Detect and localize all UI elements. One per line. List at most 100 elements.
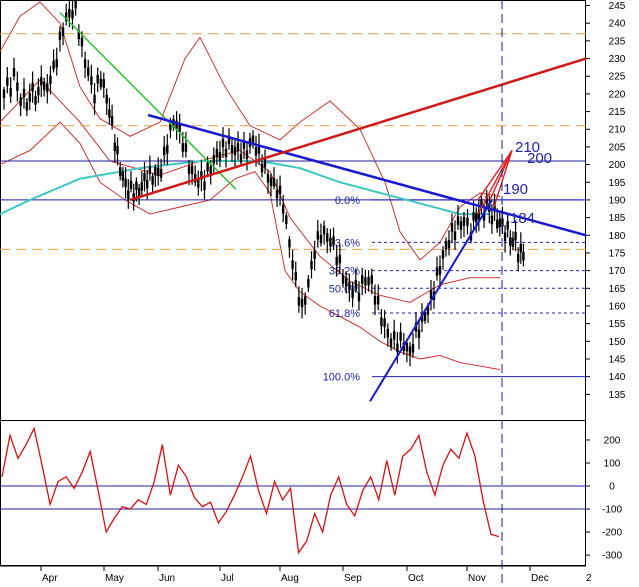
moving-average-line (0, 160, 490, 216)
price-bar (9, 87, 12, 97)
price-bar (68, 8, 71, 18)
osc-tick-label: 200 (604, 435, 621, 446)
price-bar (474, 213, 478, 223)
price-bar (146, 180, 149, 189)
price-bar (377, 295, 380, 305)
price-tick-label: 135 (609, 390, 626, 401)
price-bar (25, 102, 29, 111)
price-bar (462, 217, 466, 226)
price-bar (272, 177, 276, 187)
price-bar (206, 162, 209, 172)
price-tick-label: 150 (609, 337, 626, 348)
price-bar (466, 217, 469, 227)
price-bar (77, 30, 80, 40)
month-tick-label: Jun (159, 573, 175, 584)
target-label: 190 (503, 181, 528, 198)
price-bar (472, 212, 475, 221)
price-bar (2, 89, 6, 99)
price-tick-label: 245 (609, 1, 626, 12)
price-bar (37, 86, 40, 96)
price-bar (175, 120, 178, 130)
downtrend-line-blue (147, 113, 587, 237)
price-bar (459, 221, 463, 230)
price-bar (345, 277, 348, 287)
price-bar (140, 182, 143, 191)
price-bar (307, 278, 310, 288)
price-bar (31, 82, 34, 92)
osc-tick-label: -100 (602, 505, 622, 516)
price-tick-label: 180 (609, 231, 626, 242)
price-tick-label: 155 (609, 319, 626, 330)
price-bar (278, 185, 282, 195)
price-bar (12, 68, 16, 77)
projection-ray (477, 150, 513, 201)
price-bar (354, 280, 357, 289)
price-bar (503, 232, 507, 241)
price-bar (329, 237, 332, 247)
price-tick-label: 220 (609, 89, 626, 100)
price-bar (163, 146, 166, 156)
price-bar (187, 165, 191, 174)
price-bar (490, 215, 494, 225)
fib-label: 0.0% (335, 195, 360, 207)
price-bar (28, 93, 31, 102)
osc-tick-label: 0 (609, 482, 615, 493)
moving-average (0, 160, 490, 216)
price-bar (408, 346, 412, 355)
price-bar (251, 135, 255, 145)
osc-tick-label: -300 (602, 551, 622, 562)
price-bar (184, 143, 188, 152)
price-bar (65, 12, 68, 21)
price-bars (2, 0, 525, 367)
price-bar (151, 176, 154, 185)
price-bar (435, 267, 439, 276)
price-bar (181, 143, 184, 152)
price-bar (74, 0, 77, 9)
price-tick-label: 185 (609, 213, 626, 224)
price-tick-label: 235 (609, 36, 626, 47)
price-bar (52, 60, 55, 70)
price-bar (511, 238, 515, 247)
price-bar (319, 234, 323, 244)
price-bar (257, 145, 261, 154)
price-bar (99, 78, 103, 88)
price-bar (269, 177, 273, 187)
price-bar (105, 94, 108, 104)
price-bar (129, 180, 133, 190)
price-bar (209, 166, 212, 175)
price-bar (310, 260, 313, 270)
month-tick-label: Dec (531, 573, 549, 584)
month-tick-label: May (105, 573, 124, 584)
price-bar (242, 140, 246, 149)
price-bar (326, 233, 329, 242)
price-bar (304, 296, 307, 305)
target-label: 184 (510, 210, 535, 227)
price-bar (341, 275, 345, 284)
price-bar (501, 218, 504, 227)
price-tick-label: 205 (609, 142, 626, 153)
trend-lines (59, 12, 587, 402)
price-bar (16, 82, 19, 91)
price-bar (423, 312, 427, 321)
price-bar (519, 243, 523, 253)
price-bar (194, 174, 197, 183)
bollinger-band-line (0, 1, 501, 261)
price-tick-label: 190 (609, 195, 626, 206)
price-bar (338, 254, 342, 264)
price-bar (322, 225, 326, 235)
price-bar (332, 236, 335, 245)
month-tick-label: Aug (281, 573, 299, 584)
price-bar (135, 181, 138, 191)
price-bar (166, 145, 169, 154)
price-bar (453, 231, 457, 240)
price-bar (93, 94, 96, 104)
price-tick-label: 165 (609, 284, 626, 295)
price-bar (522, 252, 525, 261)
price-bar (159, 169, 163, 178)
projection-ray (493, 150, 513, 208)
month-tick-label: Sep (344, 573, 362, 584)
downtrend-line-green (59, 12, 237, 190)
month-tick-label-edge: 2 (586, 573, 592, 584)
